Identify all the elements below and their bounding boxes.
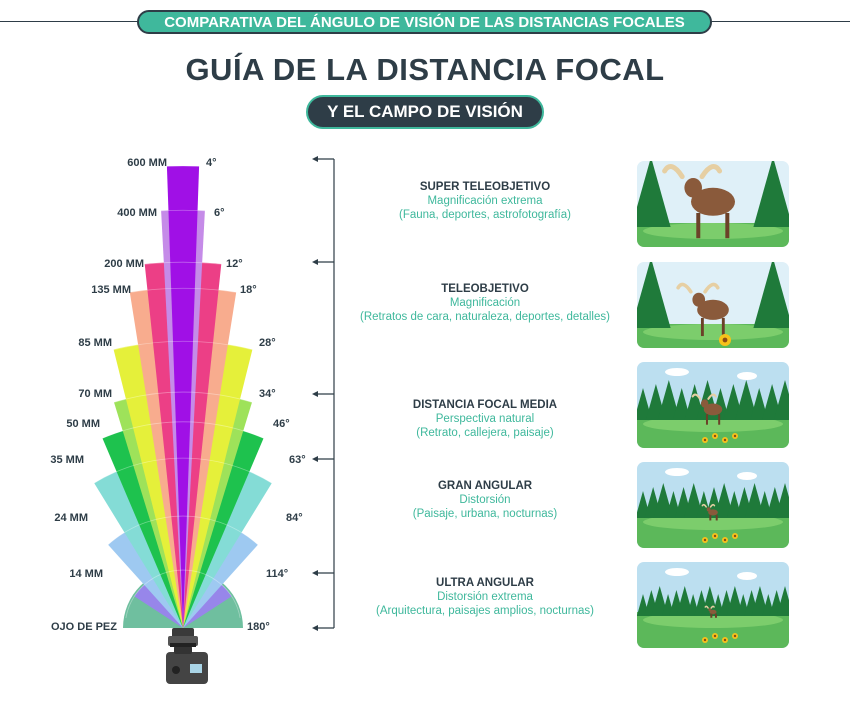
fov-arc-line — [15, 457, 340, 599]
fov-labels: 600 MM 4° 400 MM 6° 200 MM 12° 135 MM 18° 85 MM 2… — [50, 157, 305, 633]
fov-arc-line — [0, 209, 340, 253]
page-title: GUÍA DE LA DISTANCIA FOCAL — [185, 52, 665, 87]
fov-arc-lines — [0, 165, 340, 618]
fov-arc-line — [0, 287, 340, 343]
top-banner: COMPARATIVA DEL ÁNGULO DE VISIÓN DE LAS … — [137, 10, 712, 34]
category-effect: Magnificación extrema — [427, 195, 543, 207]
angle-label: 63° — [289, 454, 306, 466]
category-uses: (Retrato, callejera, paisaje) — [416, 427, 554, 439]
category-effect: Perspectiva natural — [435, 413, 535, 425]
category-description: DISTANCIA FOCAL MEDIA Perspectiva natural… — [350, 398, 620, 440]
focal-length-label: 14 MM — [69, 568, 103, 580]
category-uses: (Fauna, deportes, astrofotografía) — [399, 209, 571, 221]
category-uses: (Retratos de cara, naturaleza, deportes,… — [360, 311, 610, 323]
category-title: ULTRA ANGULAR — [436, 577, 534, 589]
focal-length-label: 400 MM — [117, 207, 157, 219]
fov-wedges — [94, 166, 272, 628]
angle-label: 4° — [206, 157, 217, 169]
focal-length-label: 600 MM — [127, 157, 167, 169]
fov-arc-line — [72, 515, 294, 609]
category-effect: Magnificación — [449, 297, 521, 309]
angle-label: 180° — [247, 621, 270, 633]
angle-label: 28° — [259, 337, 276, 349]
angle-label: 84° — [286, 512, 303, 524]
angle-label: 18° — [240, 284, 257, 296]
category-title: DISTANCIA FOCAL MEDIA — [412, 399, 558, 411]
focal-length-label: OJO DE PEZ — [51, 621, 117, 633]
example-photo-moose — [637, 362, 789, 448]
angle-label: 114° — [266, 568, 288, 580]
example-photo-moose — [637, 562, 789, 648]
focal-length-label: 50 MM — [66, 418, 100, 430]
focal-length-label: 24 MM — [54, 512, 88, 524]
fov-arc-line — [0, 421, 340, 535]
angle-label: 46° — [273, 418, 290, 430]
focal-length-label: 35 MM — [50, 454, 84, 466]
fov-arc-line — [125, 569, 241, 618]
fov-arc-line — [0, 261, 340, 312]
category-description: ULTRA ANGULAR Distorsión extrema (Arquitec… — [350, 576, 620, 618]
focal-length-label: 70 MM — [78, 388, 112, 400]
category-uses: (Arquitectura, paisajes amplios, nocturn… — [376, 605, 594, 617]
camera-icon — [166, 628, 208, 684]
category-description: GRAN ANGULAR Distorsión (Paisaje, urbana, … — [350, 479, 620, 521]
example-photo-moose — [637, 161, 789, 247]
angle-label: 6° — [214, 207, 225, 219]
angle-label: 12° — [226, 258, 243, 270]
fov-wedge-600-mm — [166, 166, 200, 628]
angle-label: 34° — [259, 388, 276, 400]
subtitle-badge: Y EL CAMPO DE VISIÓN — [306, 95, 544, 129]
field-of-view-diagram: 600 MM 4° 400 MM 6° 200 MM 12° 135 MM 18° 85 MM 2… — [0, 156, 340, 684]
example-photo-moose — [637, 262, 789, 348]
category-description: SUPER TELEOBJETIVO Magnificación extrema (… — [350, 180, 620, 222]
focal-length-label: 135 MM — [91, 284, 131, 296]
focal-length-label: 85 MM — [78, 337, 112, 349]
category-title: GRAN ANGULAR — [437, 480, 533, 492]
focal-length-label: 200 MM — [104, 258, 144, 270]
fov-arc-line — [0, 391, 340, 480]
category-uses: (Paisaje, urbana, nocturnas) — [412, 508, 558, 520]
category-description: TELEOBJETIVO Magnificación (Retratos de ca… — [350, 282, 620, 324]
category-title: SUPER TELEOBJETIVO — [419, 181, 551, 193]
category-effect: Distorsión extrema — [437, 591, 533, 603]
category-title: TELEOBJETIVO — [441, 283, 529, 295]
fov-arc-line — [0, 340, 340, 408]
example-photo-moose — [637, 462, 789, 548]
category-effect: Distorsión — [459, 494, 511, 506]
fov-arc-line — [0, 165, 340, 205]
